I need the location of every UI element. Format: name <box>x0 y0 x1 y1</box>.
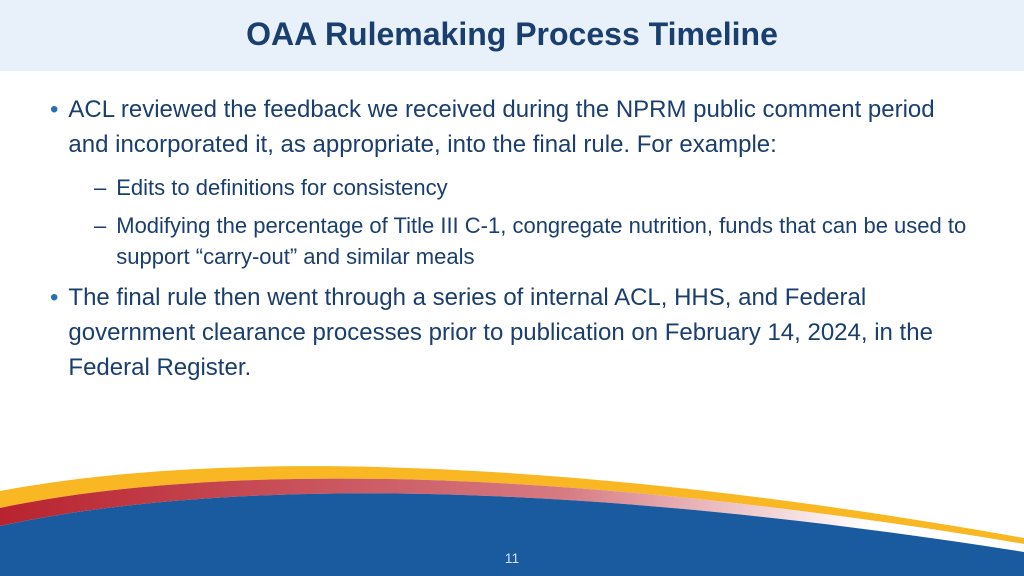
sub-bullet-item: – Modifying the percentage of Title III … <box>94 211 974 273</box>
bullet-text: The final rule then went through a serie… <box>68 281 974 385</box>
bullet-item: • The final rule then went through a ser… <box>50 281 974 385</box>
sub-bullet-text: Edits to definitions for consistency <box>116 173 447 204</box>
page-number: 11 <box>0 550 1024 566</box>
bullet-dash-icon: – <box>94 173 106 203</box>
bullet-text: ACL reviewed the feedback we received du… <box>68 93 974 163</box>
sub-bullet-text: Modifying the percentage of Title III C-… <box>116 211 974 273</box>
slide: OAA Rulemaking Process Timeline • ACL re… <box>0 0 1024 576</box>
sub-bullet-item: – Edits to definitions for consistency <box>94 173 974 204</box>
slide-title: OAA Rulemaking Process Timeline <box>0 16 1024 53</box>
bullet-item: • ACL reviewed the feedback we received … <box>50 93 974 163</box>
slide-content: • ACL reviewed the feedback we received … <box>0 71 1024 385</box>
title-bar: OAA Rulemaking Process Timeline <box>0 0 1024 71</box>
bullet-dot-icon: • <box>50 93 58 128</box>
bullet-dot-icon: • <box>50 281 58 316</box>
bullet-dash-icon: – <box>94 211 106 241</box>
